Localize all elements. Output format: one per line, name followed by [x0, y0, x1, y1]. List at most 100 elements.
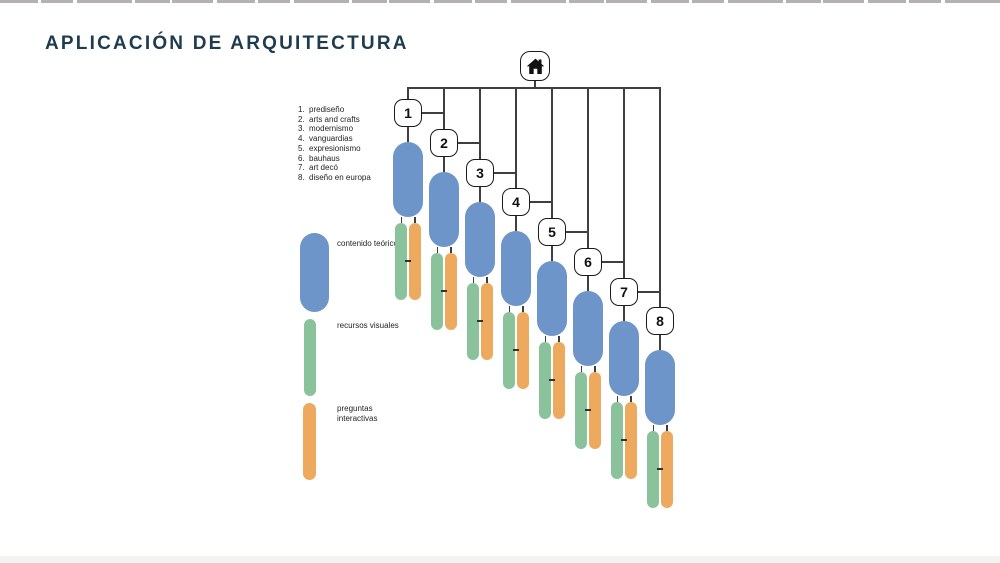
topic-node-1: 1	[394, 99, 422, 127]
node-pill-stub	[443, 157, 445, 172]
blue-pill-contenido-teorico	[465, 202, 495, 277]
home-node	[520, 51, 550, 81]
green-pill-recursos-visuales	[503, 312, 515, 389]
blue-pill-contenido-teorico	[645, 350, 675, 425]
topic-item: 2. arts and crafts	[298, 115, 438, 125]
topic-label: prediseño	[309, 105, 345, 114]
pill-link-dash	[512, 349, 519, 351]
topic-number: 8.	[298, 172, 305, 182]
topic-label: expresionismo	[309, 143, 361, 153]
topic-number: 7.	[298, 163, 305, 173]
orange-pill-preguntas-interactivas	[553, 342, 565, 419]
legend-pill-contenido-teorico	[300, 233, 329, 312]
topic-label: arts and crafts	[309, 114, 360, 124]
branch-drop-line	[407, 87, 409, 100]
pill-stub-right	[630, 396, 632, 402]
green-pill-recursos-visuales	[467, 283, 479, 360]
orange-pill-preguntas-interactivas	[625, 402, 637, 479]
node-pill-stub	[587, 276, 589, 291]
topic-number: 6.	[298, 153, 305, 163]
node-side-connector	[602, 261, 625, 263]
pill-link-dash	[440, 290, 447, 292]
topic-number: 3.	[298, 124, 305, 134]
blue-pill-contenido-teorico	[609, 321, 639, 396]
branch-drop-line	[587, 87, 589, 249]
pill-stub-left	[436, 247, 438, 253]
green-pill-recursos-visuales	[647, 431, 659, 508]
blue-pill-contenido-teorico	[537, 261, 567, 336]
orange-pill-preguntas-interactivas	[517, 312, 529, 389]
node-pill-stub	[479, 187, 481, 202]
orange-pill-preguntas-interactivas	[445, 253, 457, 330]
green-pill-recursos-visuales	[611, 402, 623, 479]
topic-node-2: 2	[430, 129, 458, 157]
pill-stub-right	[558, 336, 560, 342]
pill-stub-right	[486, 277, 488, 283]
node-pill-stub	[407, 127, 409, 142]
orange-pill-preguntas-interactivas	[481, 283, 493, 360]
green-pill-recursos-visuales	[575, 372, 587, 449]
topic-number: 5.	[298, 143, 305, 153]
topic-node-8: 8	[646, 307, 674, 335]
pill-link-dash	[476, 320, 483, 322]
topic-node-6: 6	[574, 248, 602, 276]
topic-item: 3. modernismo	[298, 124, 438, 134]
topic-label: diseño en europa	[309, 172, 371, 182]
branch-drop-line	[551, 87, 553, 219]
branch-drop-line	[515, 87, 517, 189]
green-pill-recursos-visuales	[431, 253, 443, 330]
legend-pill-preguntas-interactivas	[303, 403, 316, 480]
topics-list: 1. prediseño 2. arts and crafts 3. modernismo…	[298, 105, 438, 183]
pill-stub-left	[580, 366, 582, 372]
pill-stub-left	[544, 336, 546, 342]
blue-pill-contenido-teorico	[393, 142, 423, 217]
topic-label: bauhaus	[309, 153, 340, 163]
legend-label-preguntas-interactivas: preguntas interactivas	[337, 404, 378, 423]
legend-label-recursos-visuales: recursos visuales	[337, 321, 399, 330]
pill-link-dash	[548, 379, 555, 381]
orange-pill-preguntas-interactivas	[589, 372, 601, 449]
legend-label-contenido-teorico: contenido teórico	[337, 239, 398, 248]
topic-number: 1.	[298, 105, 305, 114]
orange-pill-preguntas-interactivas	[409, 223, 421, 300]
topic-number: 2.	[298, 114, 305, 124]
node-side-connector	[530, 201, 553, 203]
node-pill-stub	[551, 246, 553, 261]
node-pill-stub	[659, 335, 661, 350]
node-pill-stub	[623, 306, 625, 321]
pill-link-dash	[656, 468, 663, 470]
pill-stub-right	[594, 366, 596, 372]
pill-stub-left	[616, 396, 618, 402]
topic-item: 1. prediseño	[298, 105, 438, 115]
pill-stub-left	[652, 425, 654, 431]
topic-label: modernismo	[309, 124, 354, 134]
page-title: APLICACIÓN DE ARQUITECTURA	[45, 33, 409, 54]
topic-number: 4.	[298, 134, 305, 144]
topic-item: 5. expresionismo	[298, 144, 438, 154]
topic-node-4: 4	[502, 188, 530, 216]
node-pill-stub	[515, 216, 517, 231]
topic-node-3: 3	[466, 159, 494, 187]
pill-stub-left	[472, 277, 474, 283]
pill-link-dash	[584, 409, 591, 411]
branch-drop-line	[479, 87, 481, 160]
topic-item: 7. art decó	[298, 163, 438, 173]
node-side-connector	[566, 231, 589, 233]
home-stub-line	[534, 81, 536, 88]
pill-stub-right	[666, 425, 668, 431]
node-side-connector	[458, 142, 481, 144]
topic-node-7: 7	[610, 278, 638, 306]
pill-stub-left	[508, 306, 510, 312]
top-trim-marks	[0, 0, 1000, 3]
green-pill-recursos-visuales	[539, 342, 551, 419]
topic-label: vanguardias	[309, 134, 353, 144]
topic-item: 4. vanguardias	[298, 134, 438, 144]
home-icon	[526, 58, 544, 74]
blue-pill-contenido-teorico	[573, 291, 603, 366]
topic-label: art decó	[309, 163, 338, 173]
green-pill-recursos-visuales	[395, 223, 407, 300]
topic-item: 8. diseño en europa	[298, 173, 438, 183]
node-side-connector	[422, 112, 445, 114]
bottom-strip	[0, 556, 1000, 563]
